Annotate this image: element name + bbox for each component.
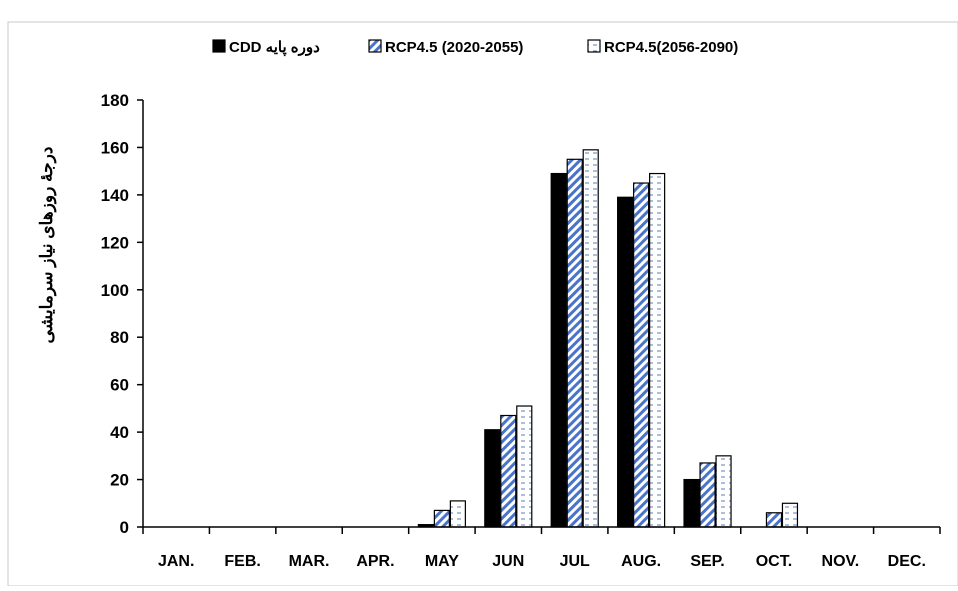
- x-axis: JAN. FEB. MAR. APR. MAY JUN JUL AUG. SEP. OCT. NOV…: [142, 526, 941, 570]
- bar-jul-series-3: [582, 149, 599, 528]
- x-tick-label: SEP.: [690, 553, 724, 570]
- x-tick-label: DEC.: [888, 553, 926, 570]
- x-tick-label: OCT.: [756, 553, 792, 570]
- bar-oct-series-3: [781, 502, 799, 528]
- bar-aug-series-3: [649, 172, 666, 528]
- y-tick-label: 160: [101, 138, 129, 157]
- y-tick-label: 80: [110, 328, 129, 347]
- y-tick-label: 100: [101, 281, 129, 300]
- legend-label: CDD دوره پایه: [229, 39, 320, 57]
- x-tick-label: MAR.: [289, 553, 330, 570]
- x-tick-label: NOV.: [822, 553, 860, 570]
- y-tick-label: 20: [110, 471, 129, 490]
- bar-aug-series-1: [617, 196, 634, 528]
- bar-may-series-3: [449, 500, 466, 528]
- bar-sep-series-3: [715, 455, 732, 528]
- bar-jun-series-3: [516, 405, 533, 528]
- legend-swatch: [368, 39, 382, 53]
- x-tick-label: JAN.: [158, 553, 194, 570]
- y-tick-label: 40: [110, 423, 129, 442]
- chart-border: [7, 21, 958, 587]
- x-tick-label: AUG.: [621, 553, 661, 570]
- x-tick-label: FEB.: [224, 553, 260, 570]
- bar-jul-series-2: [566, 158, 583, 528]
- legend-swatch: [212, 39, 226, 53]
- x-tick-label: JUN: [492, 553, 524, 570]
- legend-label: RCP4.5(2056-2090): [604, 39, 738, 56]
- bar-sep-series-1: [683, 478, 700, 528]
- y-tick-label: 140: [101, 186, 129, 205]
- legend-swatch: [587, 39, 601, 53]
- bars: [417, 149, 799, 528]
- bar-jun-series-1: [484, 429, 501, 528]
- bar-aug-series-2: [633, 182, 650, 528]
- y-tick-label: 0: [120, 518, 129, 537]
- bar-may-series-2: [433, 509, 450, 528]
- legend: CDD دوره پایه RCP4.5 (2020-2055) RCP4.5(20…: [212, 39, 738, 57]
- y-axis: 0 20 40 60 80 100 120 140 160 180: [101, 91, 144, 537]
- x-tick-label: APR.: [356, 553, 394, 570]
- x-tick-label: MAY: [425, 553, 459, 570]
- x-tick-label: JUL: [560, 553, 590, 570]
- legend-label: RCP4.5 (2020-2055): [385, 39, 523, 56]
- bar-jul-series-1: [550, 172, 567, 528]
- y-tick-label: 180: [101, 91, 129, 110]
- bar-oct-series-2: [765, 512, 783, 528]
- y-tick-label: 120: [101, 233, 129, 252]
- bar-sep-series-2: [699, 462, 716, 528]
- bar-jun-series-2: [500, 414, 517, 528]
- y-axis-label: درجهٔ روزهای نیاز سرمایشی: [37, 147, 57, 344]
- y-tick-label: 60: [110, 376, 129, 395]
